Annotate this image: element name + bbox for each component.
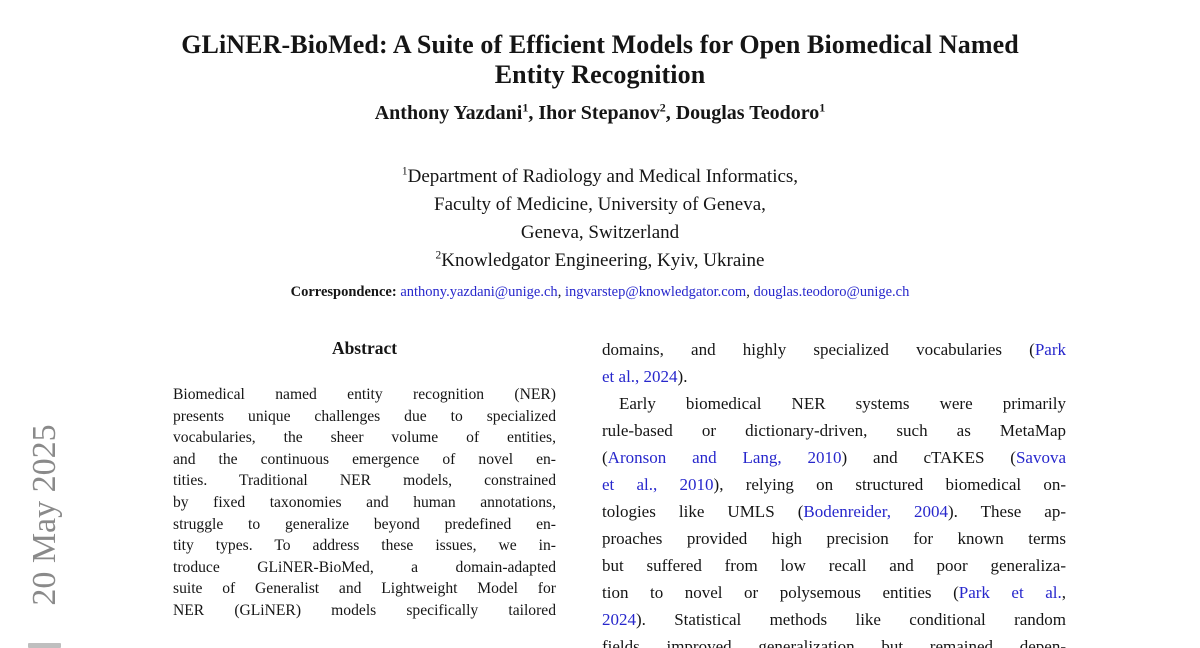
text-line: and the continuous emergence of novel en… bbox=[173, 449, 556, 471]
correspondence-email-link[interactable]: anthony.yazdani@unige.ch bbox=[400, 284, 558, 300]
citation-link[interactable]: et al., 2024 bbox=[602, 367, 678, 386]
text-segment: tion to novel or polysemous entities ( bbox=[602, 583, 959, 602]
text-segment: suite of Generalist and Lightweight Mode… bbox=[173, 580, 556, 598]
affiliation-text: Geneva, Switzerland bbox=[520, 222, 680, 243]
author-affiliation-marker: 2 bbox=[659, 100, 666, 115]
citation-link[interactable]: Bodenreider, 2004 bbox=[803, 502, 948, 521]
text-segment: but suffered from low recall and poor ge… bbox=[602, 556, 1066, 575]
correspondence-email-link[interactable]: ingvarstep@knowledgator.com bbox=[564, 284, 747, 300]
text-segment: ). bbox=[677, 367, 688, 386]
text-segment: presents unique challenges due to specia… bbox=[173, 407, 556, 425]
citation-link[interactable]: Park bbox=[1034, 340, 1066, 359]
text-segment: ) and cTAKES ( bbox=[841, 448, 1016, 467]
abstract-column: Abstract Biomedical named entity recogni… bbox=[173, 338, 556, 622]
text-segment: rule-based or dictionary-driven, such as… bbox=[602, 421, 1066, 440]
text-segment: ). These ap- bbox=[948, 502, 1066, 521]
text-segment: fields improved generalization but remai… bbox=[602, 637, 1066, 648]
text-segment: Biomedical named entity recognition (NER… bbox=[173, 386, 556, 403]
text-segment: domains, and highly specialized vocabula… bbox=[602, 340, 1035, 359]
affiliation-line: Faculty of Medicine, University of Genev… bbox=[0, 191, 1200, 219]
correspondence-emails: anthony.yazdani@unige.ch, ingvarstep@kno… bbox=[400, 284, 910, 300]
correspondence-line: Correspondence: anthony.yazdani@unige.ch… bbox=[0, 284, 1200, 301]
arxiv-watermark-clipped-chunk bbox=[28, 643, 61, 648]
author-affiliation-marker: 1 bbox=[819, 100, 826, 115]
paper-title-line1: GLiNER-BioMed: A Suite of Efficient Mode… bbox=[181, 30, 1019, 59]
text-line: NER (GLiNER) models specifically tailore… bbox=[173, 600, 556, 622]
paper-title: GLiNER-BioMed: A Suite of Efficient Mode… bbox=[0, 30, 1200, 90]
affiliation-line: Geneva, Switzerland bbox=[0, 219, 1200, 247]
abstract-heading: Abstract bbox=[331, 338, 398, 358]
arxiv-date-watermark: 20 May 2025 bbox=[26, 424, 63, 606]
text-line: suite of Generalist and Lightweight Mode… bbox=[173, 578, 556, 600]
text-line: et al., 2010), relying on structured bio… bbox=[602, 471, 1066, 498]
citation-link[interactable]: 2024 bbox=[602, 610, 636, 629]
text-segment: tity types. To address these issues, we … bbox=[173, 537, 556, 555]
author-name: Ihor Stepanov bbox=[538, 102, 660, 124]
text-segment: by fixed taxonomies and human annotation… bbox=[173, 493, 556, 511]
text-line: 2024). Statistical methods like conditio… bbox=[602, 606, 1066, 633]
citation-link[interactable]: Aronson and Lang, 2010 bbox=[607, 448, 842, 467]
text-segment: ( bbox=[602, 448, 608, 467]
citation-link[interactable]: et al., 2010 bbox=[602, 475, 714, 494]
text-line: vocabularies, the sheer volume of entiti… bbox=[173, 427, 556, 449]
correspondence-label: Correspondence: bbox=[290, 284, 397, 300]
text-line: Biomedical named entity recognition (NER… bbox=[173, 384, 556, 406]
right-column-body: domains, and highly specialized vocabula… bbox=[602, 336, 1066, 648]
author-name: Anthony Yazdani bbox=[374, 102, 523, 124]
authors-line: Anthony Yazdani1, Ihor Stepanov2, Dougla… bbox=[374, 100, 826, 124]
text-segment: and the continuous emergence of novel en… bbox=[173, 450, 556, 468]
text-segment: troduce GLiNER-BioMed, a domain-adapted bbox=[173, 558, 556, 576]
text-line: by fixed taxonomies and human annotation… bbox=[173, 492, 556, 514]
affiliation-text: Department of Radiology and Medical Info… bbox=[407, 166, 799, 187]
author-name: Douglas Teodoro bbox=[675, 102, 820, 124]
text-line: proaches provided high precision for kno… bbox=[602, 525, 1066, 552]
author-affiliation-marker: 1 bbox=[522, 100, 529, 115]
text-segment: vocabularies, the sheer volume of entiti… bbox=[173, 429, 556, 447]
correspondence-email-link[interactable]: douglas.teodoro@unige.ch bbox=[753, 284, 910, 300]
text-line: fields improved generalization but remai… bbox=[602, 633, 1066, 648]
text-line: tity types. To address these issues, we … bbox=[173, 535, 556, 557]
text-segment: struggle to generalize beyond predefined… bbox=[173, 515, 556, 533]
affiliation-text: Knowledgator Engineering, Kyiv, Ukraine bbox=[441, 250, 765, 271]
text-line: tologies like UMLS (Bodenreider, 2004). … bbox=[602, 498, 1066, 525]
text-line: troduce GLiNER-BioMed, a domain-adapted bbox=[173, 557, 556, 579]
text-segment: Early biomedical NER systems were primar… bbox=[619, 394, 1066, 413]
citation-link[interactable]: Savova bbox=[1015, 448, 1066, 467]
abstract-body: Biomedical named entity recognition (NER… bbox=[173, 384, 556, 622]
affiliation-marker: 2 bbox=[435, 249, 442, 262]
citation-link[interactable]: Park et al. bbox=[958, 583, 1062, 602]
text-segment: ), relying on structured biomedical on- bbox=[713, 475, 1066, 494]
text-line: struggle to generalize beyond predefined… bbox=[173, 514, 556, 536]
text-line: presents unique challenges due to specia… bbox=[173, 406, 556, 428]
text-line: but suffered from low recall and poor ge… bbox=[602, 552, 1066, 579]
affiliation-text: Faculty of Medicine, University of Genev… bbox=[434, 194, 766, 215]
affiliation-line: 2Knowledgator Engineering, Kyiv, Ukraine bbox=[0, 247, 1200, 275]
affiliation-line: 1Department of Radiology and Medical Inf… bbox=[0, 163, 1200, 191]
text-line: Early biomedical NER systems were primar… bbox=[602, 390, 1066, 417]
text-line: tion to novel or polysemous entities (Pa… bbox=[602, 579, 1066, 606]
text-segment: NER (GLiNER) models specifically tailore… bbox=[173, 601, 556, 619]
text-segment: tologies like UMLS ( bbox=[602, 502, 804, 521]
text-line: rule-based or dictionary-driven, such as… bbox=[602, 417, 1066, 444]
affiliation-marker: 1 bbox=[401, 165, 408, 178]
paper-title-line2: Entity Recognition bbox=[494, 60, 706, 89]
text-line: tities. Traditional NER models, constrai… bbox=[173, 470, 556, 492]
text-segment: , bbox=[1061, 583, 1066, 602]
text-segment: proaches provided high precision for kno… bbox=[602, 529, 1066, 548]
text-segment: tities. Traditional NER models, constrai… bbox=[173, 472, 556, 490]
text-line: (Aronson and Lang, 2010) and cTAKES (Sav… bbox=[602, 444, 1066, 471]
text-segment: ). Statistical methods like conditional … bbox=[636, 610, 1066, 629]
text-line: et al., 2024). bbox=[602, 363, 1066, 390]
affiliations-block: 1Department of Radiology and Medical Inf… bbox=[0, 163, 1200, 275]
text-line: domains, and highly specialized vocabula… bbox=[602, 336, 1066, 363]
